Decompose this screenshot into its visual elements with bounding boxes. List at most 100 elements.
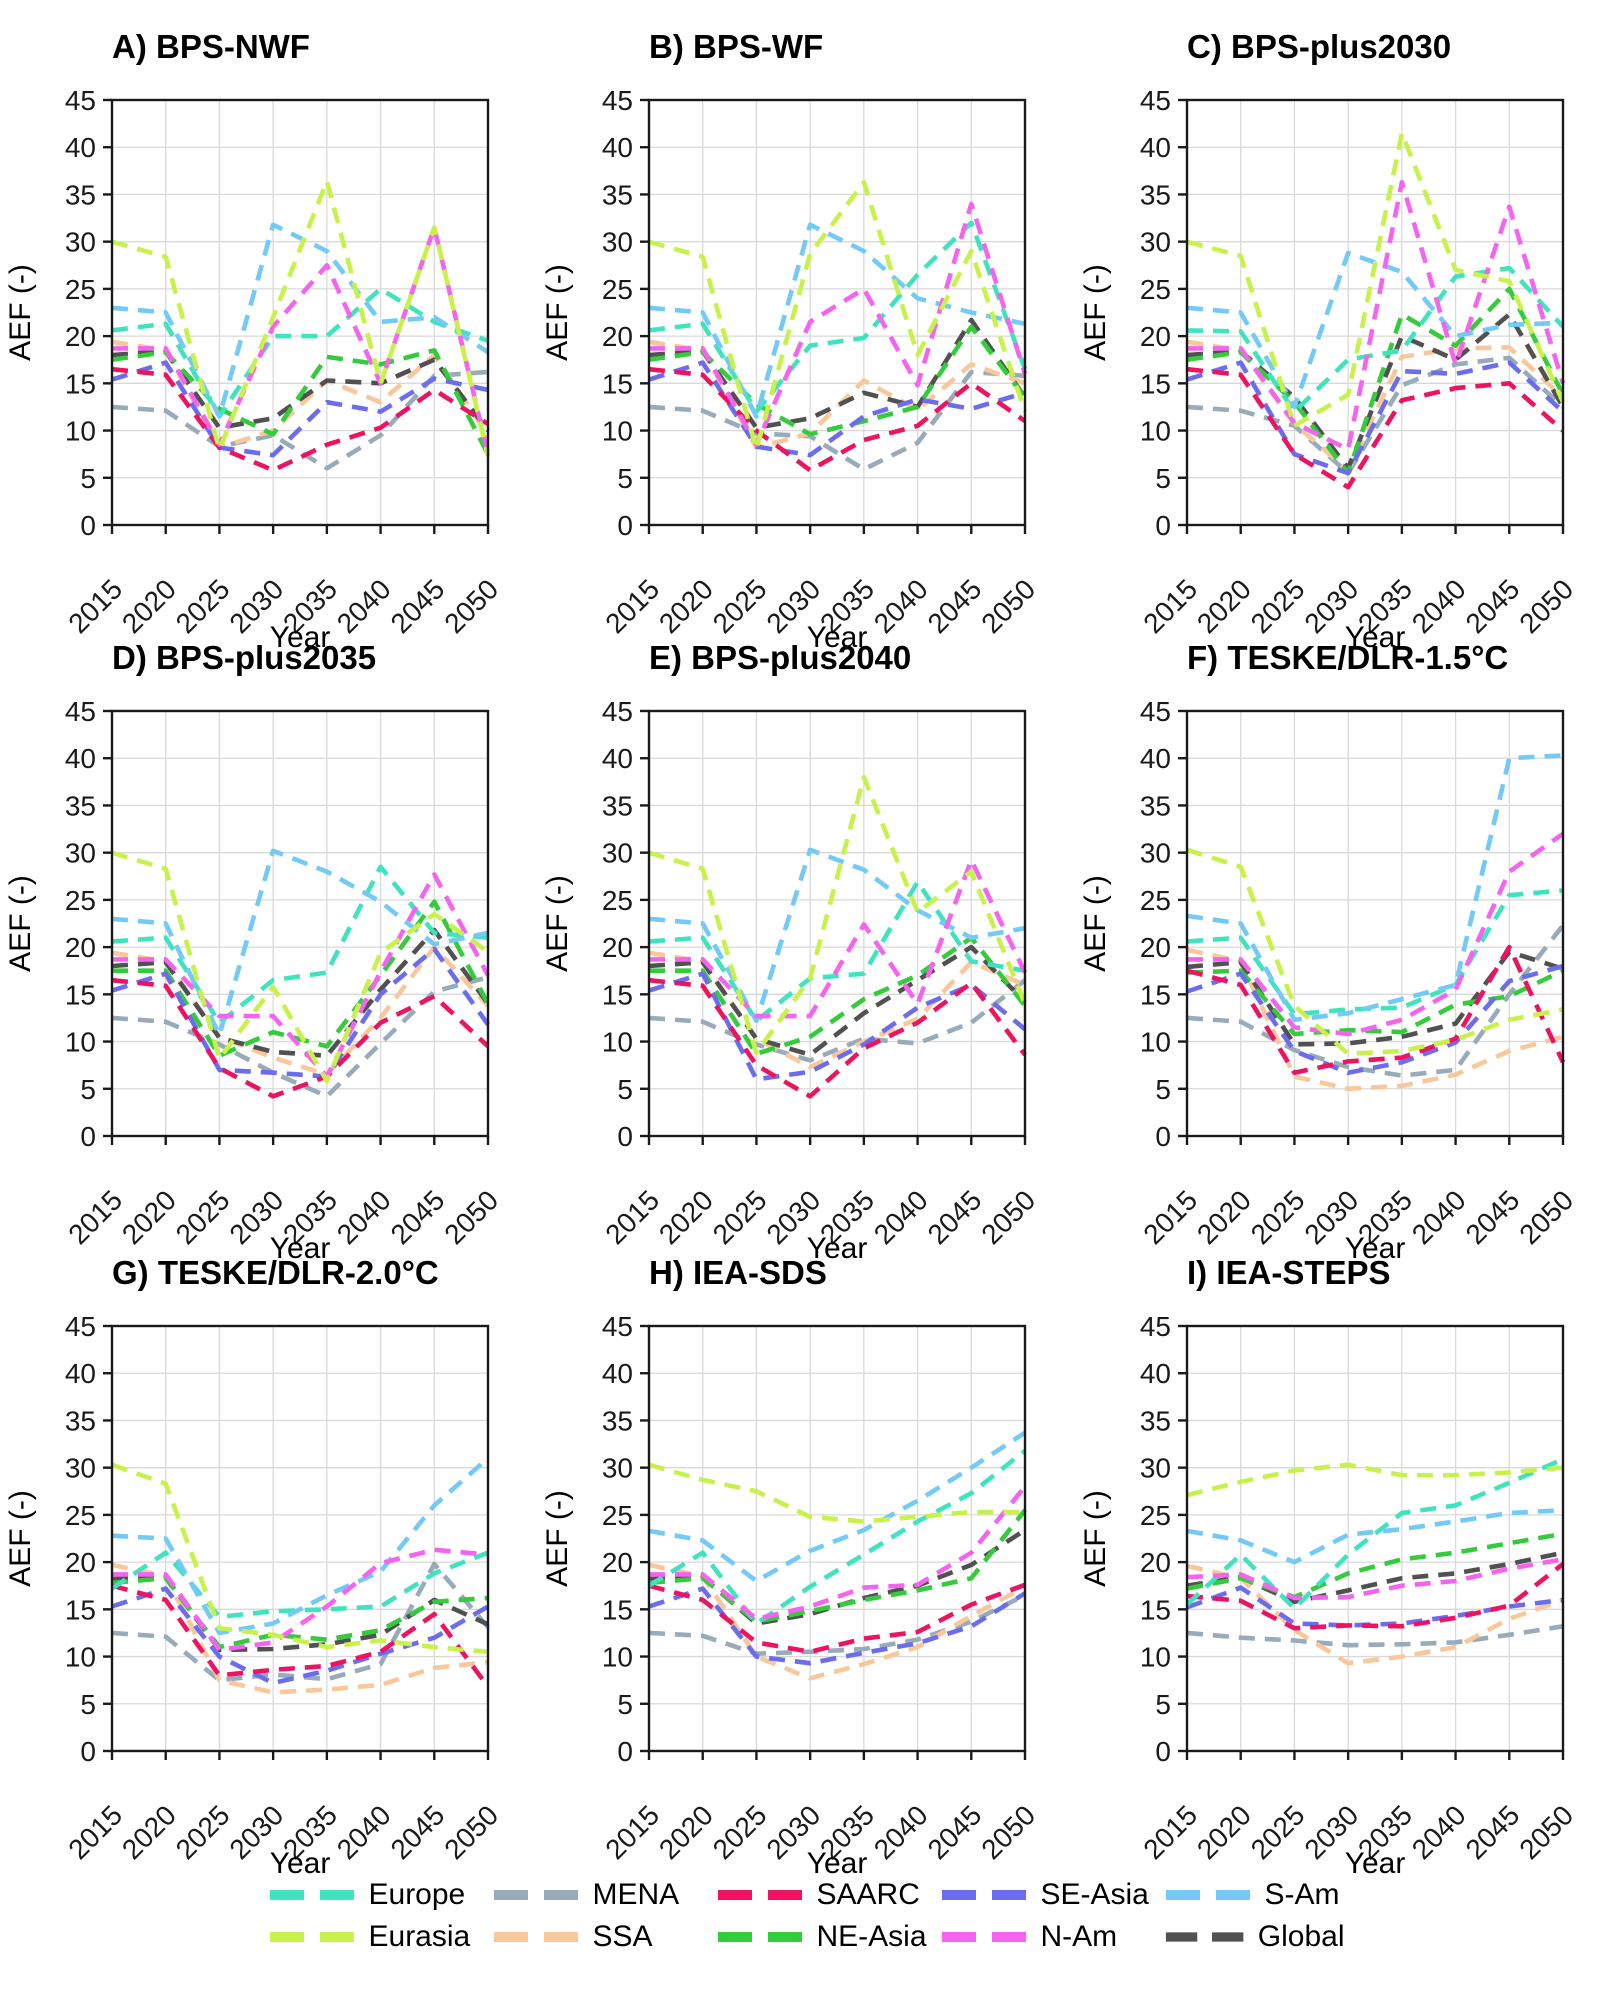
ytick-label: 30 [65,227,96,258]
legend-row: Eurasia SSA NE-Asia N-Am Global [269,1920,1345,1954]
ytick-label: 40 [1140,132,1171,163]
series-line-mena [1186,1624,1564,1648]
series-line-ssa [648,950,1026,1070]
series-line-ne-asia [1186,286,1566,476]
ytick-label: 20 [1140,932,1171,963]
y-axis-label: AEF (-) [541,264,574,361]
y-axis-label: AEF (-) [1079,1490,1112,1587]
ytick-label: 35 [602,1405,633,1436]
legend-label: MENA [592,1878,680,1911]
series-line-mena [648,369,1026,472]
ytick-label: 35 [602,790,633,821]
chart-panel-c: C) BPS-plus2030 0 5 10 15 20 25 30 35 40 45 2015 202… [1075,14,1613,654]
chart-panel-g: G) TESKE/DLR-2.0°C 0 5 10 15 20 25 30 35 40 45 2015… [0,1240,537,1880]
ytick-label: 40 [602,1358,633,1389]
x-axis-label: Year [807,1847,868,1880]
ytick-label: 5 [617,1074,633,1105]
legend-label: SAARC [816,1878,920,1911]
ytick-label: 15 [602,368,633,399]
ytick-label: 35 [602,179,633,210]
legend-row: Europe MENA SAARC SE-Asia S-Am [269,1878,1345,1912]
xtick-label: 2050 [975,1799,1041,1865]
series-line-europe [1186,265,1565,415]
ytick-label: 15 [65,368,96,399]
ytick-label: 35 [1140,790,1171,821]
ytick-label: 45 [1140,85,1171,116]
ytick-label: 25 [1140,1500,1171,1531]
ytick-label: 10 [65,1642,96,1673]
ytick-label: 45 [1140,696,1171,727]
y-axis-label: AEF (-) [541,875,574,972]
series-line-mena [648,1593,1027,1657]
legend-label: S-Am [1264,1878,1340,1911]
series-line-eurasia [1186,130,1566,429]
xtick-label: 2050 [438,1799,504,1865]
series-line-ssa [648,1562,1027,1681]
legend-swatch-global-icon [1165,1932,1243,1942]
series-line-ne-asia [648,324,1027,437]
plot-frame [647,709,1027,1138]
chart-panel-h: H) IEA-SDS 0 5 10 15 20 25 30 35 40 45 2015 2020 2025… [537,1240,1075,1880]
ytick-label: 40 [65,1358,96,1389]
ytick-label: 10 [65,1027,96,1058]
ytick-label: 30 [1140,838,1171,869]
series-line-se-asia [1186,1585,1564,1628]
series-line-se-asia [1186,963,1564,1076]
series-line-europe [110,1550,489,1620]
legend-label: NE-Asia [816,1920,927,1953]
panel-title: I) IEA-STEPS [1187,1254,1391,1291]
ytick-label: 5 [80,1074,96,1105]
legend-swatch-n-am-icon [941,1932,1026,1942]
series-line-eurasia [1186,1462,1564,1498]
series-line-n-am [649,201,1028,448]
series-line-n-am [1187,831,1565,1037]
legend-label: Global [1257,1920,1345,1953]
series-line-s-am [1186,753,1564,1023]
series-line-s-am [648,847,1026,1024]
chart-svg: A) BPS-NWF051015202530354045201520202025… [4,28,504,654]
legend-swatch-saarc-icon [717,1890,802,1900]
chart-svg: G) TESKE/DLR-2.0°C0510152025303540452015… [4,1254,504,1880]
xtick-label: 2020 [1191,1799,1257,1865]
ytick-label: 20 [1140,321,1171,352]
series-line-europe [1185,1457,1564,1611]
ytick-label: 15 [1140,979,1171,1010]
ytick-label: 15 [65,1594,96,1625]
legend-swatch-s-am-icon [1165,1890,1250,1900]
ytick-label: 30 [65,1453,96,1484]
series-line-saarc [648,1582,1026,1655]
series-line-europe [648,220,1028,415]
x-axis-label: Year [807,621,868,654]
ytick-label: 45 [1140,1311,1171,1342]
ytick-label: 35 [65,179,96,210]
xtick-label: 2015 [599,1799,665,1865]
chart-svg: B) BPS-WF0510152025303540452015202020252… [541,28,1041,654]
series-line-s-am [1186,1507,1564,1565]
ytick-label: 10 [1140,1027,1171,1058]
x-axis-label: Year [270,1232,331,1265]
series-line-saarc [1186,366,1565,490]
chart-svg: F) TESKE/DLR-1.5°C0510152025303540452015… [1079,639,1579,1265]
series-line-n-am [1186,1557,1564,1601]
series-line-ssa [1186,1563,1564,1666]
ytick-label: 0 [617,1736,633,1767]
ytick-label: 20 [602,321,633,352]
series-line-eurasia [111,850,490,1084]
series-line-mena [111,1561,490,1683]
chart-panel-f: F) TESKE/DLR-1.5°C 0 5 10 15 20 25 30 35 40 45 2015… [1075,625,1613,1265]
xtick-label: 2050 [1513,1799,1579,1865]
series-line-europe [1186,888,1564,1017]
x-axis-label: Year [1345,1232,1406,1265]
legend-swatch-se-asia-icon [941,1890,1026,1900]
series-line-eurasia [111,178,491,457]
panel-title: H) IEA-SDS [649,1254,827,1291]
ytick-label: 45 [65,85,96,116]
ytick-label: 15 [602,979,633,1010]
ytick-label: 35 [1140,1405,1171,1436]
ytick-label: 30 [1140,227,1171,258]
ytick-label: 20 [65,1547,96,1578]
series-line-mena [1186,923,1565,1078]
xtick-label: 2025 [707,1799,773,1865]
ytick-label: 0 [617,510,633,541]
series-line-saarc [111,1583,490,1689]
